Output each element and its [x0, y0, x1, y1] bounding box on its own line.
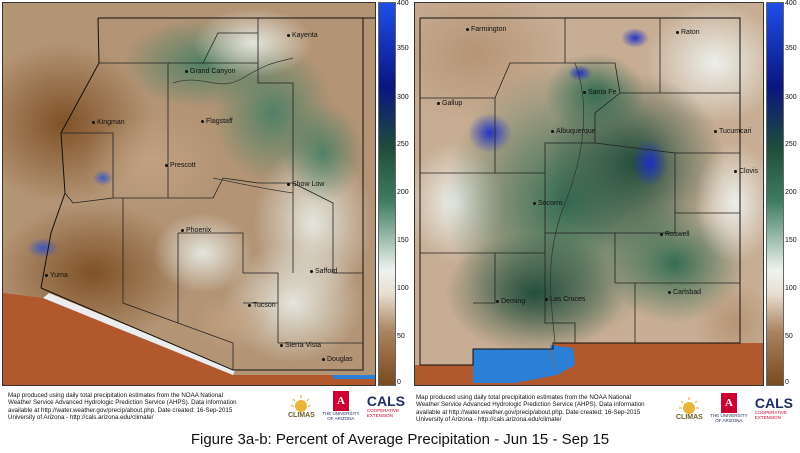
scale-tick: 50 [397, 333, 405, 340]
scale-tick: 150 [397, 237, 409, 244]
city-kingman: Kingman [92, 119, 125, 127]
city-grand-canyon: Grand Canyon [185, 68, 236, 76]
university-of-arizona-logo: A THE UNIVERSITY OF ARIZONA [709, 393, 749, 423]
scale-tick: 350 [785, 45, 797, 52]
scale-tick: 400 [397, 0, 409, 7]
city-yuma: Yuma [45, 272, 68, 280]
city-tucumcari: Tucumcari [714, 128, 751, 136]
scale-tick: 200 [397, 189, 409, 196]
scale-tick: 0 [785, 379, 789, 386]
city-clovis: Clovis [734, 168, 758, 176]
city-prescott: Prescott [165, 162, 196, 170]
city-tucson: Tucson [248, 302, 276, 310]
scale-tick: 250 [397, 141, 409, 148]
scale-tick: 100 [785, 285, 797, 292]
scale-tick: 250 [785, 141, 797, 148]
city-raton: Raton [676, 29, 700, 37]
scale-tick: 400 [785, 0, 797, 7]
arizona-map [2, 2, 376, 386]
new-mexico-precip-map [415, 3, 763, 385]
scale-tick: 100 [397, 285, 409, 292]
city-deming: Deming [496, 298, 525, 306]
city-albuquerque: Albuquerque [551, 128, 596, 136]
city-carlsbad: Carlsbad [668, 289, 701, 297]
new-mexico-color-scale [766, 2, 784, 386]
arizona-precip-map [3, 3, 375, 385]
scale-tick: 350 [397, 45, 409, 52]
scale-tick: 300 [785, 94, 797, 101]
scale-tick: 200 [785, 189, 797, 196]
figure-caption: Figure 3a-b: Percent of Average Precipit… [190, 431, 610, 448]
climas-logo: CLIMAS [676, 396, 703, 421]
new-mexico-logos: CLIMAS A THE UNIVERSITY OF ARIZONA CALS … [676, 390, 793, 426]
arizona-color-scale [378, 2, 396, 386]
city-douglas: Douglas [322, 356, 353, 364]
city-roswell: Roswell [660, 231, 690, 239]
university-of-arizona-logo: A THE UNIVERSITY OF ARIZONA [321, 391, 361, 421]
city-safford: Safford [310, 268, 337, 276]
new-mexico-credit: Map produced using daily total precipita… [416, 394, 645, 424]
city-phoenix: Phoenix [181, 227, 211, 235]
city-farmington: Farmington [466, 26, 506, 34]
city-socorro: Socorro [533, 200, 563, 208]
scale-tick: 150 [785, 237, 797, 244]
city-kayenta: Kayenta [287, 32, 318, 40]
svg-text:A: A [725, 397, 733, 409]
climas-logo: CLIMAS [288, 394, 315, 419]
city-sierra-vista: Sierra Vista [280, 342, 321, 350]
city-gallup: Gallup [437, 100, 462, 108]
city-santa-fe: Santa Fe [583, 89, 616, 97]
new-mexico-map [414, 2, 764, 386]
city-show-low: Show Low [287, 181, 324, 189]
scale-tick: 50 [785, 333, 793, 340]
arizona-logos: CLIMAS A THE UNIVERSITY OF ARIZONA CALS … [288, 388, 405, 424]
svg-text:A: A [337, 395, 345, 407]
city-las-cruces: Las Cruces [545, 296, 585, 304]
city-flagstaff: Flagstaff [201, 118, 233, 126]
scale-tick: 300 [397, 94, 409, 101]
arizona-credit: Map produced using daily total precipita… [8, 392, 237, 422]
cals-logo: CALS COOPERATIVE EXTENSION [754, 395, 793, 420]
scale-tick: 0 [397, 379, 401, 386]
cals-logo: CALS COOPERATIVE EXTENSION [366, 393, 405, 418]
